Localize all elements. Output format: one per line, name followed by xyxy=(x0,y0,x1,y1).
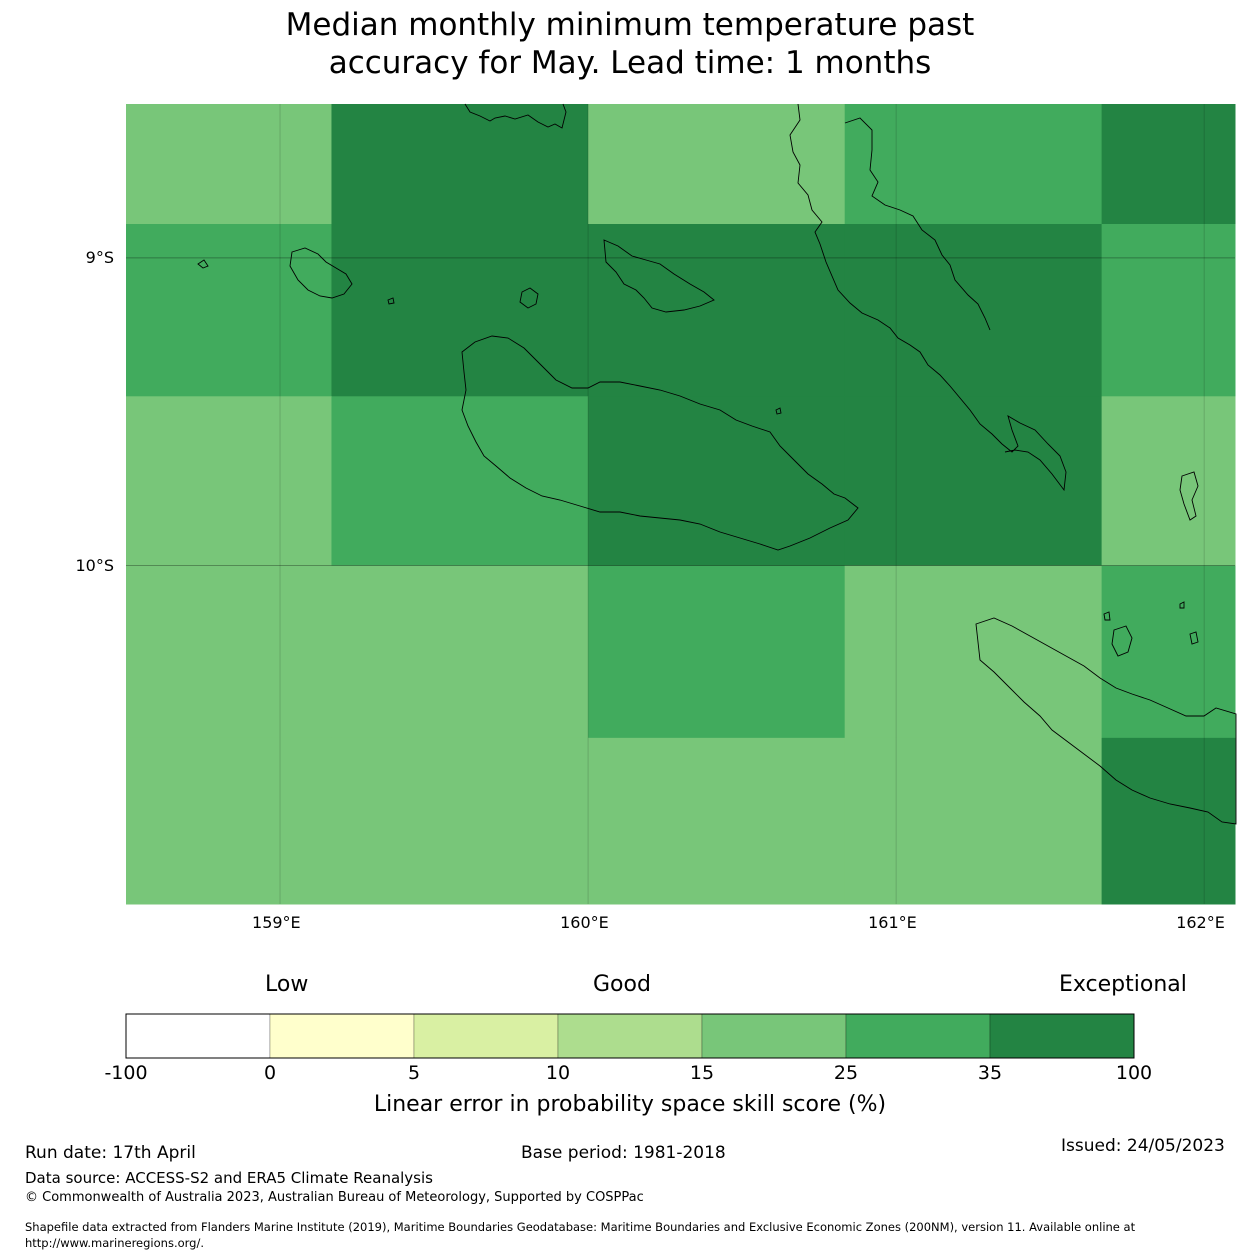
skill-cell xyxy=(331,396,589,567)
colorbar-tick-label: 25 xyxy=(833,1062,859,1084)
colorbar-tick-label: 100 xyxy=(1115,1062,1153,1084)
skill-cell xyxy=(844,565,1103,739)
coastline-islet-5 xyxy=(1179,601,1185,609)
coastline-makira xyxy=(975,617,1237,825)
coastline-isabel-north xyxy=(844,117,991,331)
skill-cell xyxy=(126,396,332,567)
skill-cell xyxy=(588,565,846,739)
skill-cell xyxy=(844,224,1103,397)
longitude-tick-label: 161°E xyxy=(868,913,917,932)
skill-cell xyxy=(1101,565,1236,739)
issued-date: Issued: 24/05/2023 xyxy=(1061,1136,1225,1156)
coastline-malaita-islet xyxy=(1179,471,1199,521)
latitude-tick-label: 9°S xyxy=(85,247,114,267)
colorbar-tick-label: 0 xyxy=(263,1062,277,1084)
coastline-islet-2 xyxy=(387,297,395,305)
skill-cell xyxy=(1101,396,1236,567)
skill-cell xyxy=(588,737,846,905)
skill-cell xyxy=(126,224,332,397)
coastlines xyxy=(197,103,1237,825)
skill-cell xyxy=(588,396,846,567)
skill-cell xyxy=(126,737,332,905)
copyright: © Commonwealth of Australia 2023, Austra… xyxy=(25,1190,644,1205)
colorbar-category-label: Exceptional xyxy=(1059,972,1187,997)
coastline-islet-3 xyxy=(775,407,782,415)
graticule xyxy=(126,104,1235,904)
skill-cell xyxy=(844,104,1103,225)
shapefile-credit-line-2: http://www.marineregions.org/. xyxy=(25,1236,204,1250)
colorbar-tick-label: -100 xyxy=(104,1062,148,1084)
skill-cell xyxy=(588,224,846,397)
longitude-tick-label: 160°E xyxy=(560,913,609,932)
colorbar-tick-label: 35 xyxy=(977,1062,1003,1084)
longitude-tick-label: 162°E xyxy=(1176,913,1225,932)
skill-cell xyxy=(126,565,332,739)
coastline-islet-4 xyxy=(1103,611,1111,621)
shapefile-credit-line-1: Shapefile data extracted from Flanders M… xyxy=(25,1220,1136,1234)
run-date: Run date: 17th April xyxy=(25,1143,196,1163)
skill-cell xyxy=(844,396,1103,567)
skill-cell xyxy=(844,737,1103,905)
coastline-ugi xyxy=(1111,625,1133,657)
coastline-russell xyxy=(519,287,539,309)
skill-cell xyxy=(331,565,589,739)
coastline-isabel-east xyxy=(789,103,1067,492)
latitude-tick-label: 10°S xyxy=(75,555,114,575)
skill-map xyxy=(126,103,1237,905)
data-source: Data source: ACCESS-S2 and ERA5 Climate … xyxy=(25,1169,433,1187)
skill-cell xyxy=(1101,224,1236,397)
title-line-1: Median monthly minimum temperature past xyxy=(285,7,975,43)
colorbar-tick-label: 15 xyxy=(689,1062,715,1084)
skill-cell xyxy=(588,104,846,225)
map-title: Median monthly minimum temperature past … xyxy=(0,6,1260,82)
longitude-tick-label: 159°E xyxy=(252,913,301,932)
coastline-small-islet xyxy=(197,259,209,269)
coastline-guadalcanal xyxy=(461,335,859,551)
title-line-2: accuracy for May. Lead time: 1 months xyxy=(328,45,932,81)
colorbar-category-label: Low xyxy=(265,972,309,997)
coastline-nggela xyxy=(289,247,353,299)
coastline-savo-florida xyxy=(603,239,715,313)
colorbar-category-label: Good xyxy=(593,972,651,997)
coastline-choiseul-tip xyxy=(464,103,567,129)
skill-cell xyxy=(331,104,589,225)
coastline-islet-6 xyxy=(1189,631,1199,645)
skill-cell xyxy=(1101,104,1236,225)
colorbar-tick-label: 10 xyxy=(545,1062,571,1084)
skill-grid xyxy=(126,104,1236,905)
colorbar-label: Linear error in probability space skill … xyxy=(373,1092,887,1117)
skill-cell xyxy=(126,104,332,225)
skill-cell xyxy=(331,224,589,397)
skill-cell xyxy=(331,737,589,905)
base-period: Base period: 1981-2018 xyxy=(521,1143,726,1163)
colorbar-tick-label: 5 xyxy=(407,1062,421,1084)
skill-cell xyxy=(1101,737,1236,905)
